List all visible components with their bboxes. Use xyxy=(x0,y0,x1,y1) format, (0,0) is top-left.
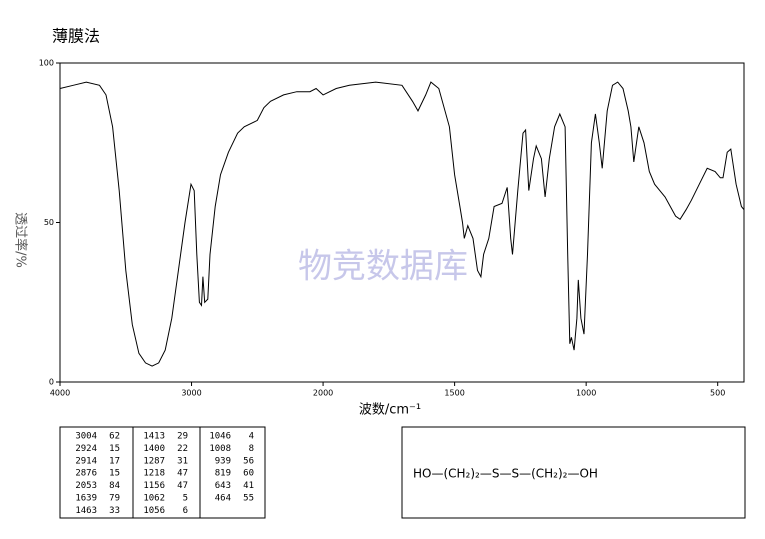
transmittance: 62 xyxy=(109,432,120,442)
transmittance: 41 xyxy=(243,481,254,491)
spectrum-line xyxy=(59,81,745,367)
y-tick-label: 50 xyxy=(44,218,54,227)
wavenumber: 939 xyxy=(215,456,231,466)
transmittance: 5 xyxy=(183,494,188,504)
transmittance: 60 xyxy=(243,469,254,479)
structural-formula: HO—(CH₂)₂—S—S—(CH₂)₂—OH xyxy=(413,467,598,481)
x-tick-label: 2000 xyxy=(313,389,333,398)
x-axis-label: 波数/cm⁻¹ xyxy=(359,403,421,418)
wavenumber: 2924 xyxy=(75,444,97,454)
wavenumber: 1062 xyxy=(143,494,165,504)
transmittance: 29 xyxy=(177,432,188,442)
watermark: 物竞数据库 xyxy=(298,247,468,287)
wavenumber: 3004 xyxy=(75,432,97,442)
wavenumber: 1056 xyxy=(143,506,165,516)
transmittance: 79 xyxy=(109,494,120,504)
x-tick-label: 3000 xyxy=(181,389,201,398)
transmittance: 47 xyxy=(177,469,188,479)
chart-title: 薄膜法 xyxy=(52,27,100,46)
transmittance: 6 xyxy=(183,506,188,516)
x-tick-label: 1500 xyxy=(444,389,464,398)
transmittance: 56 xyxy=(243,456,254,466)
wavenumber: 1639 xyxy=(75,494,97,504)
transmittance: 55 xyxy=(243,494,254,504)
transmittance: 15 xyxy=(109,444,120,454)
transmittance: 4 xyxy=(249,432,254,442)
wavenumber: 1400 xyxy=(143,444,165,454)
y-tick-label: 0 xyxy=(49,378,54,387)
wavenumber: 643 xyxy=(215,481,231,491)
transmittance: 15 xyxy=(109,469,120,479)
transmittance: 33 xyxy=(109,506,120,516)
wavenumber: 2876 xyxy=(75,469,97,479)
transmittance: 8 xyxy=(249,444,254,454)
wavenumber: 1008 xyxy=(209,444,231,454)
y-axis-label: 透过率/% xyxy=(13,212,29,268)
x-tick-label: 1000 xyxy=(576,389,596,398)
transmittance: 17 xyxy=(109,456,120,466)
wavenumber: 1218 xyxy=(143,469,165,479)
wavenumber: 1046 xyxy=(209,432,231,442)
transmittance: 84 xyxy=(109,481,120,491)
transmittance: 47 xyxy=(177,481,188,491)
x-tick-label: 500 xyxy=(710,389,725,398)
formula-frame xyxy=(401,426,746,519)
transmittance: 31 xyxy=(177,456,188,466)
transmittance: 22 xyxy=(177,444,188,454)
wavenumber: 819 xyxy=(215,469,231,479)
wavenumber: 1413 xyxy=(143,432,165,442)
wavenumber: 1463 xyxy=(75,506,97,516)
wavenumber: 2914 xyxy=(75,456,97,466)
wavenumber: 464 xyxy=(215,494,231,504)
wavenumber: 2053 xyxy=(75,481,97,491)
x-tick-label: 4000 xyxy=(50,389,70,398)
y-tick-label: 100 xyxy=(39,59,54,68)
wavenumber: 1156 xyxy=(143,481,165,491)
peak-table-frame xyxy=(59,426,266,519)
wavenumber: 1287 xyxy=(143,456,165,466)
plot-frame xyxy=(59,62,745,383)
